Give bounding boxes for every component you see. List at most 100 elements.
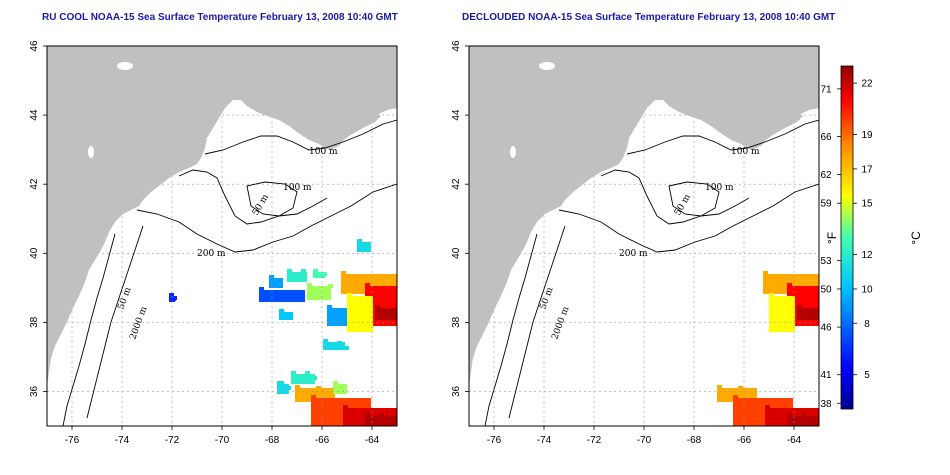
- isobath-line: [626, 119, 819, 155]
- sst-patch: [765, 405, 770, 409]
- sst-patch: [808, 298, 813, 302]
- sst-patch: [382, 310, 387, 314]
- isobath-line: [668, 181, 720, 217]
- longitude-tick-label: -72: [587, 435, 602, 446]
- sst-patch: [779, 415, 784, 419]
- longitude-tick-label: -74: [115, 435, 130, 446]
- sst-patch: [279, 381, 284, 385]
- sst-patch: [266, 292, 271, 296]
- sst-patch: [334, 310, 339, 314]
- sst-patch: [365, 413, 370, 417]
- sst-patch: [315, 273, 320, 277]
- sst-patch: [733, 395, 738, 399]
- fahrenheit-tick-label: 59: [820, 199, 832, 210]
- sst-patch: [794, 418, 799, 422]
- longitude-tick-label: -66: [737, 435, 752, 446]
- isobath-label: 100 m: [731, 147, 760, 157]
- celsius-tick-label: 19: [861, 130, 873, 141]
- sst-patch: [288, 274, 293, 278]
- latitude-tick-label: 38: [451, 316, 462, 328]
- fahrenheit-tick-label: 53: [820, 256, 832, 267]
- sst-patch: [769, 296, 795, 332]
- sst-patch: [343, 405, 348, 409]
- sst-patch: [724, 390, 729, 394]
- isobath-label: 100 m: [309, 147, 338, 157]
- sst-patch: [804, 310, 809, 314]
- isobath-label: 2000 m: [550, 305, 571, 341]
- longitude-tick-label: -64: [787, 435, 802, 446]
- sst-patch: [311, 395, 316, 399]
- isobath-label: 200 m: [619, 249, 648, 259]
- latitude-tick-label: 46: [451, 40, 462, 52]
- sst-patch: [286, 316, 291, 320]
- sst-patch: [314, 288, 319, 292]
- celsius-tick-label: 22: [861, 79, 873, 90]
- sst-patch: [322, 272, 327, 276]
- sst-patch: [811, 315, 816, 319]
- sst-patch: [389, 315, 394, 319]
- sst-patch: [172, 296, 177, 300]
- colorbar-gradient: [840, 65, 854, 410]
- sst-patch: [355, 281, 360, 285]
- sst-patch: [333, 381, 338, 385]
- sst-patch: [169, 293, 174, 297]
- fahrenheit-tick-label: 38: [820, 399, 832, 410]
- sst-patch: [354, 298, 359, 302]
- latitude-tick-label: 44: [451, 109, 462, 121]
- sst-patch: [313, 269, 318, 273]
- sst-patch: [301, 269, 306, 273]
- sst-patch: [341, 315, 346, 319]
- fahrenheit-tick-label: 50: [820, 284, 832, 295]
- sst-patch: [277, 384, 289, 394]
- sst-patch: [321, 293, 326, 297]
- isobath-line: [178, 169, 328, 225]
- fahrenheit-tick-label: 41: [820, 370, 832, 381]
- nova-scotia-landmass: [679, 80, 803, 146]
- lake: [88, 146, 94, 158]
- isobath-line: [600, 169, 750, 225]
- sst-patch: [344, 346, 349, 350]
- sst-patch: [740, 400, 745, 404]
- sst-patch: [286, 386, 291, 390]
- longitude-tick-label: -70: [215, 435, 230, 446]
- isobath-label: 100 m: [283, 183, 312, 193]
- sst-patch: [386, 418, 391, 422]
- isobath-line: [86, 225, 144, 419]
- isobath-label: 50 m: [251, 192, 271, 217]
- longitude-tick-label: -76: [487, 435, 502, 446]
- sst-patch: [372, 288, 377, 292]
- latitude-tick-label: 40: [29, 247, 40, 259]
- isobath-line: [62, 233, 116, 426]
- fahrenheit-axis-label: °F: [825, 232, 839, 244]
- isobath-line: [136, 183, 397, 253]
- sst-patch: [294, 274, 299, 278]
- celsius-tick-label: 8: [864, 319, 870, 330]
- sst-patch: [287, 269, 292, 273]
- sst-patch: [350, 410, 355, 414]
- sst-patch: [362, 286, 367, 290]
- celsius-tick-label: 10: [861, 284, 873, 295]
- fahrenheit-tick-label: 71: [820, 84, 832, 95]
- latitude-tick-label: 36: [29, 385, 40, 397]
- celsius-tick-label: 5: [864, 370, 870, 381]
- longitude-tick-label: -68: [687, 435, 702, 446]
- sst-patch: [375, 305, 380, 309]
- sst-patch: [330, 344, 335, 348]
- right-panel-title: DECLOUDED NOAA-15 Sea Surface Temperatur…: [462, 12, 836, 23]
- sst-patch: [776, 298, 781, 302]
- temperature-colorbar: 22 19 17 15 12 10 8 5 71 66 62 59 53 50 46 41 38: [820, 65, 873, 410]
- celsius-tick-label: 12: [861, 250, 873, 261]
- left-panel-title: RU COOL NOAA-15 Sea Surface Temperature …: [42, 12, 398, 23]
- isobath-line: [558, 183, 819, 253]
- sst-patch: [357, 239, 362, 243]
- sst-patch: [787, 283, 792, 287]
- sst-patch: [784, 286, 789, 290]
- sst-patch: [328, 284, 333, 288]
- sst-patch: [328, 320, 333, 324]
- isobath-line: [204, 119, 397, 155]
- sst-patch: [747, 405, 752, 409]
- nova-scotia-landmass: [257, 80, 381, 146]
- sst-patch: [347, 293, 352, 297]
